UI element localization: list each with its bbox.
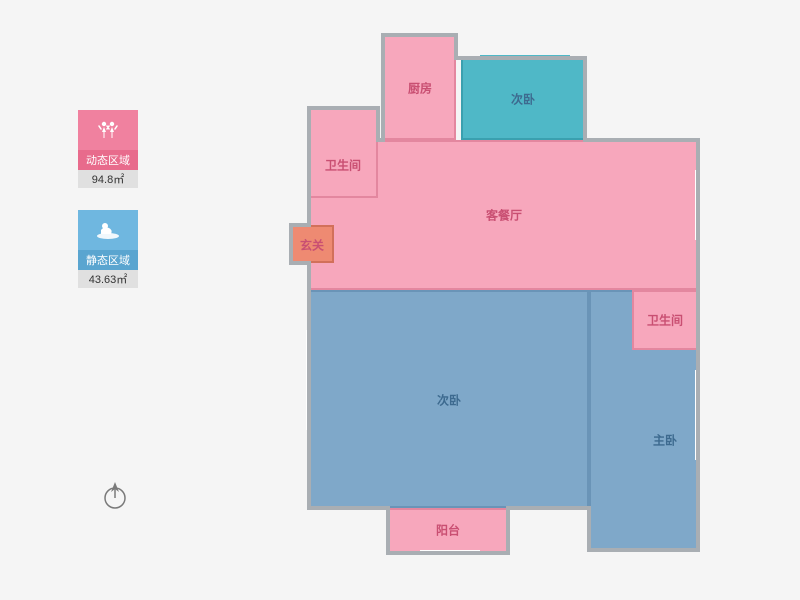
room-label-living: 客餐厅 [486, 207, 522, 224]
room-label-kitchen: 厨房 [408, 80, 432, 97]
room-label-master: 主卧 [653, 432, 677, 449]
legend-dynamic-title: 动态区域 [78, 150, 138, 170]
compass-icon [100, 480, 130, 510]
legend-static-title: 静态区域 [78, 250, 138, 270]
wall-accent-3 [306, 330, 310, 430]
room-label-sec-bedroom-t: 次卧 [511, 91, 535, 108]
floorplan-canvas: 动态区域 94.8㎡ 静态区域 43.63㎡ 厨房次卧卫生间客餐厅玄关次卧卫生间… [0, 0, 800, 600]
room-label-entry: 玄关 [300, 237, 324, 254]
wall-accent-4 [420, 550, 480, 554]
static-zone-icon [78, 210, 138, 250]
legend-dynamic-value: 94.8㎡ [78, 170, 138, 188]
wall-accent-0 [480, 55, 570, 59]
legend-static: 静态区域 43.63㎡ [78, 210, 138, 288]
dynamic-zone-icon [78, 110, 138, 150]
room-bath1 [309, 108, 378, 198]
legend-dynamic: 动态区域 94.8㎡ [78, 110, 138, 188]
wall-accent-1 [695, 170, 699, 240]
room-label-bath1: 卫生间 [325, 157, 361, 174]
room-label-sec-bedroom-b: 次卧 [437, 392, 461, 409]
wall-accent-2 [695, 370, 699, 460]
room-label-balcony: 阳台 [436, 522, 460, 539]
room-label-bath2: 卫生间 [647, 312, 683, 329]
legend-static-value: 43.63㎡ [78, 270, 138, 288]
